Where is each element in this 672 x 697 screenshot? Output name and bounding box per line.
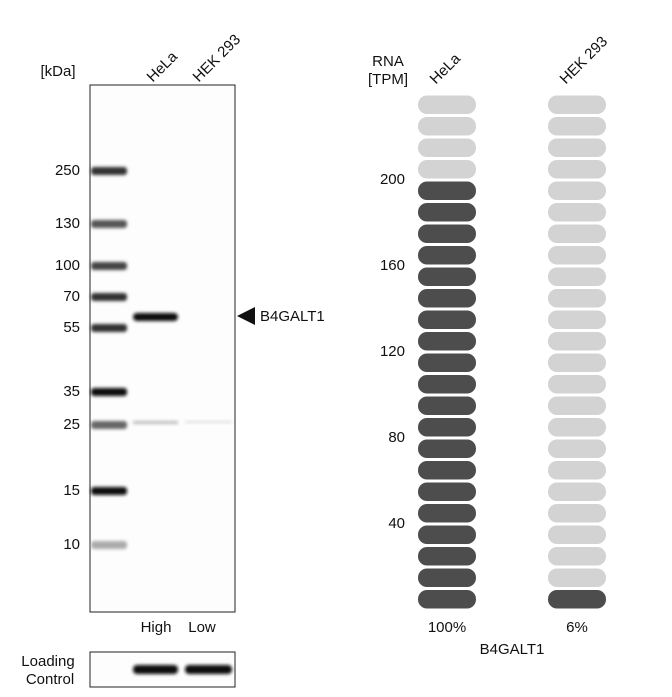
loading-band [185,665,232,674]
tile-filled [418,289,476,308]
y-tick-label: 200 [380,171,405,188]
tile-empty [548,525,606,544]
band [185,421,232,423]
target-label: B4GALT1 [260,308,325,325]
lane-label: HEK 293 [190,31,244,85]
tile-empty [418,138,476,157]
marker-label: 15 [63,482,80,499]
rna-label: RNA [372,53,404,70]
tile-empty [548,375,606,394]
tile-empty [548,246,606,265]
tile-empty [548,332,606,351]
tile-empty [548,396,606,415]
ladder-band [91,324,127,332]
tile-filled [418,439,476,458]
tile-empty [548,310,606,329]
tile-filled [418,590,476,609]
tile-filled [418,267,476,286]
arrow [237,307,255,325]
tile-empty [548,160,606,179]
band [133,421,178,424]
tile-filled [418,332,476,351]
ladder-band [91,262,127,270]
column-label: HeLa [427,50,465,88]
loading-label: Control [26,671,74,688]
unit-label: [kDa] [40,63,75,80]
tile-filled [418,547,476,566]
marker-label: 25 [63,416,80,433]
tile-empty [548,117,606,136]
tile-filled [418,246,476,265]
tile-filled [418,375,476,394]
tile-empty [548,224,606,243]
ladder-band [91,167,127,175]
y-tick-label: 40 [388,515,405,532]
blot-frame [89,84,236,613]
tile-empty [418,95,476,114]
tile-empty [548,547,606,566]
tile-empty [548,418,606,437]
marker-label: 70 [63,288,80,305]
tile-empty [548,568,606,587]
marker-label: 10 [63,536,80,553]
level-label: High [141,619,172,636]
ladder-band [91,293,127,301]
tile-empty [418,117,476,136]
percent-label: 100% [428,619,466,636]
tile-empty [548,203,606,222]
tile-filled [418,504,476,523]
tile-filled [548,590,606,609]
tile-empty [548,461,606,480]
loading-band [133,665,178,674]
tile-filled [418,525,476,544]
column-label: HEK 293 [557,33,611,87]
ladder-band [91,487,127,495]
marker-label: 35 [63,383,80,400]
tile-empty [548,504,606,523]
ladder-band [91,541,127,549]
tile-filled [418,203,476,222]
ladder-band [91,388,127,396]
tile-filled [418,568,476,587]
rna-label: [TPM] [368,71,408,88]
tile-filled [418,482,476,501]
y-tick-label: 160 [380,257,405,274]
tile-empty [548,353,606,372]
tile-filled [418,181,476,200]
y-tick-label: 120 [380,343,405,360]
lane-label: HeLa [144,48,182,86]
tile-filled [418,224,476,243]
y-tick-label: 80 [388,429,405,446]
tile-filled [418,310,476,329]
tile-empty [548,482,606,501]
marker-label: 250 [55,162,80,179]
tile-empty [548,181,606,200]
tile-filled [418,396,476,415]
marker-label: 100 [55,257,80,274]
tile-empty [548,289,606,308]
marker-label: 130 [55,215,80,232]
ladder-band [91,220,127,228]
ladder-band [91,421,127,429]
loading-label: Loading [21,653,74,670]
level-label: Low [188,619,216,636]
percent-label: 6% [566,619,588,636]
tile-empty [548,267,606,286]
gene-label: B4GALT1 [480,641,545,658]
tile-empty [418,160,476,179]
tile-filled [418,418,476,437]
marker-label: 55 [63,319,80,336]
tile-empty [548,138,606,157]
tile-filled [418,461,476,480]
tile-empty [548,439,606,458]
tile-empty [548,95,606,114]
tile-filled [418,353,476,372]
band [133,313,178,321]
